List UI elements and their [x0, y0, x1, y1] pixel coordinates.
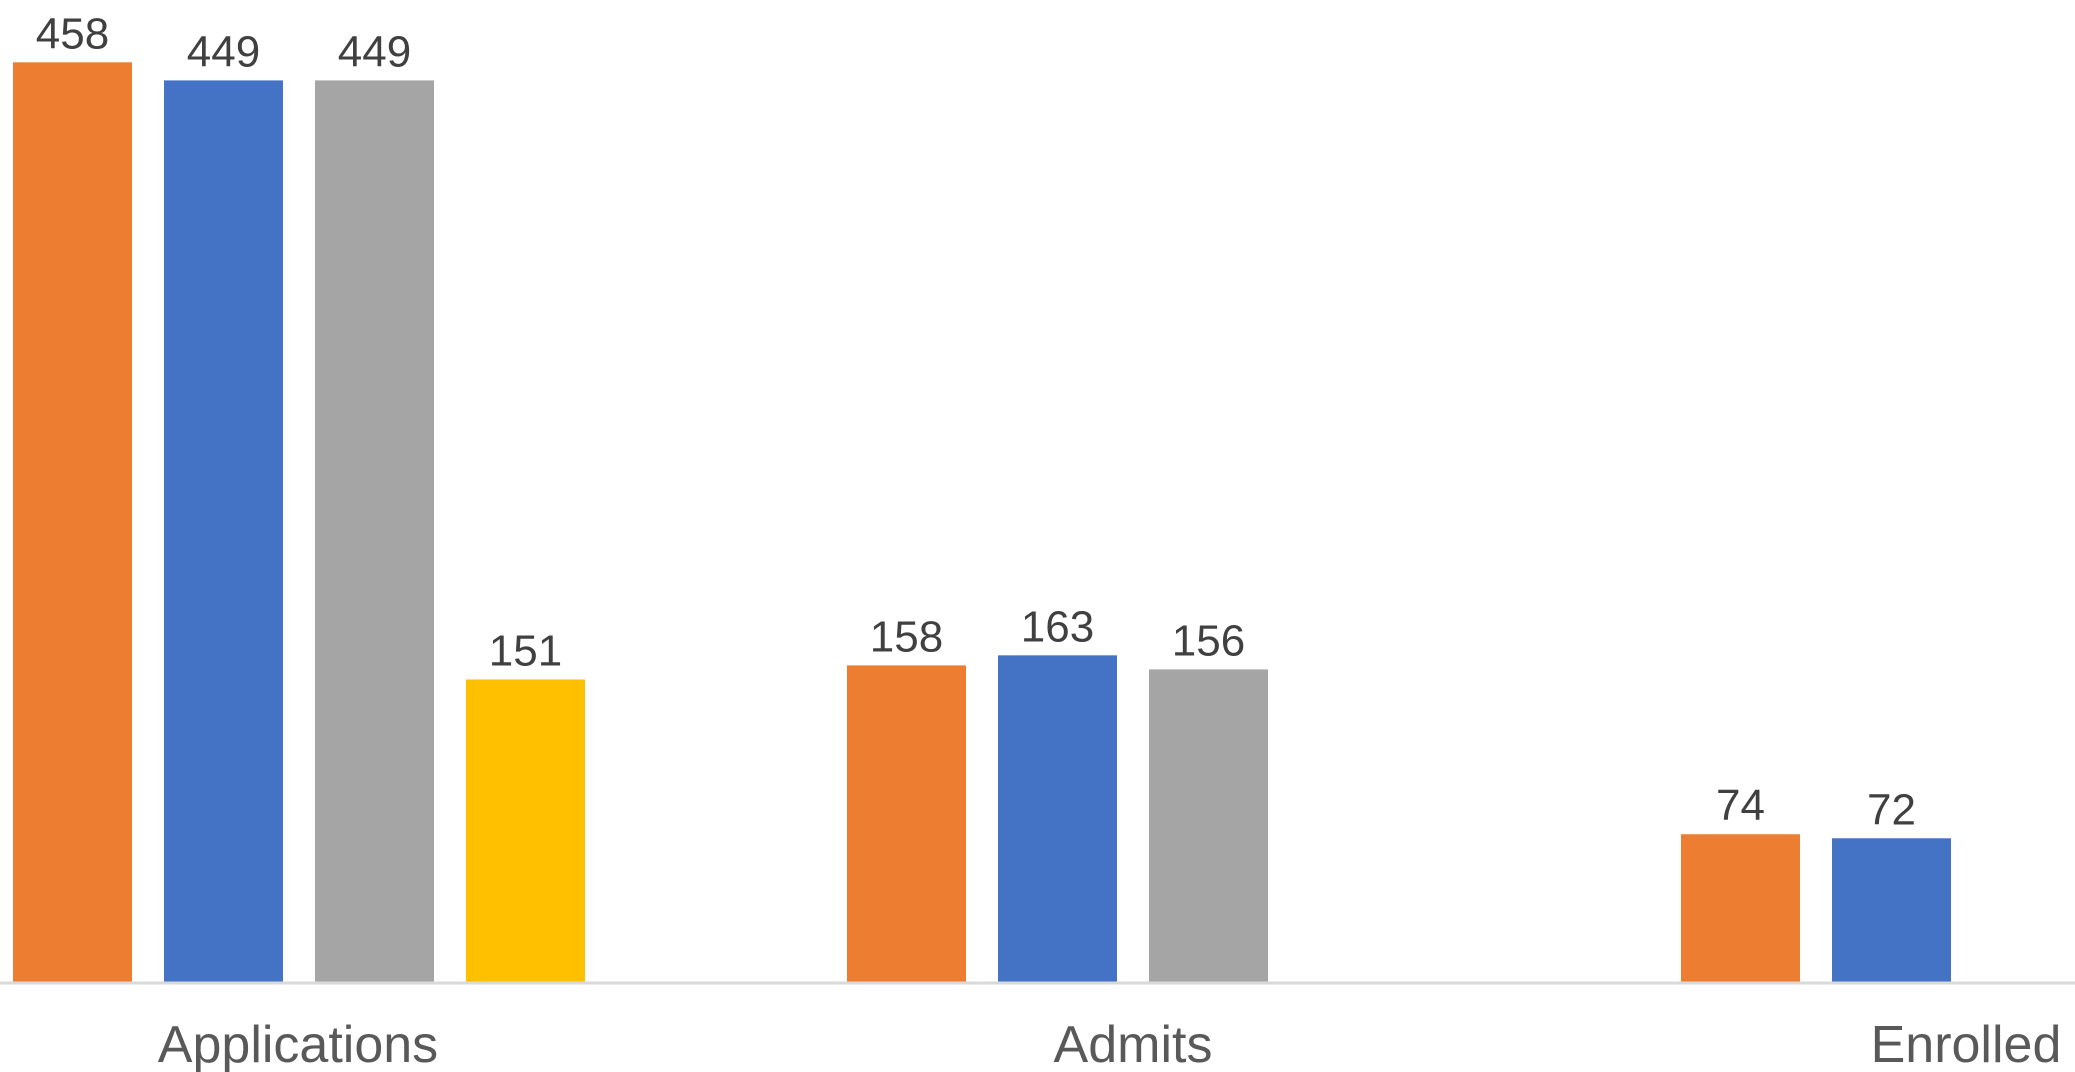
- data-labels-layer: 458 449 449 151 158 163 156 74 72: [36, 9, 1916, 834]
- category-labels-layer: Applications Admits Enrolled: [158, 1016, 2062, 1072]
- data-label-applications-3: 449: [338, 27, 411, 76]
- bar-admits-1: [847, 665, 966, 983]
- bar-applications-2: [164, 80, 283, 983]
- data-label-applications-1: 458: [36, 9, 109, 58]
- data-label-enrolled-1: 74: [1716, 781, 1765, 830]
- bar-admits-3: [1149, 669, 1268, 983]
- data-label-applications-2: 449: [187, 27, 260, 76]
- bar-admits-2: [998, 655, 1117, 983]
- bar-applications-1: [13, 62, 132, 984]
- bar-applications-4: [466, 679, 585, 983]
- bar-enrolled-2: [1832, 838, 1951, 983]
- category-label-admits: Admits: [1054, 1016, 1213, 1072]
- data-label-admits-1: 158: [870, 612, 943, 661]
- data-label-admits-2: 163: [1021, 602, 1094, 651]
- category-label-applications: Applications: [158, 1016, 438, 1072]
- bar-applications-3: [315, 80, 434, 983]
- data-label-applications-4: 151: [489, 626, 562, 675]
- bars-layer: [13, 62, 1951, 984]
- bar-enrolled-1: [1681, 834, 1800, 983]
- category-label-enrolled: Enrolled: [1871, 1016, 2062, 1072]
- data-label-enrolled-2: 72: [1867, 785, 1916, 834]
- data-label-admits-3: 156: [1172, 616, 1245, 665]
